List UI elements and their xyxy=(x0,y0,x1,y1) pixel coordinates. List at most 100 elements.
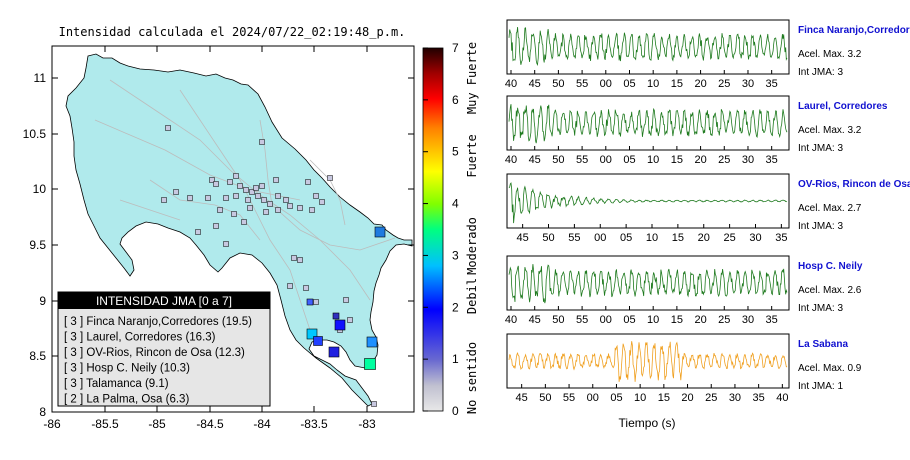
station-marker xyxy=(243,187,249,193)
legend-item: [ 3 ] Talamanca (9.1) xyxy=(64,378,169,390)
station-marker xyxy=(313,193,319,199)
waveform-tick-label: 20 xyxy=(694,314,706,326)
station-marker xyxy=(195,229,201,235)
waveform-panel: 45 50 55 00 05 10 15 20 25 30 35 40 La Sabana Acel. M… xyxy=(506,333,862,404)
station-marker xyxy=(187,195,193,201)
waveform-tick-label: 55 xyxy=(576,154,588,166)
waveform-trace xyxy=(508,104,788,144)
station-name: Hosp C. Neily xyxy=(798,261,863,272)
map-y-tick-label: 9.5 xyxy=(29,238,46,252)
waveform-tick-label: 55 xyxy=(568,232,580,244)
waveform-tick-label: 00 xyxy=(600,78,612,90)
station-marker xyxy=(371,401,377,407)
station-acel-max: Acel. Max. 3.2 xyxy=(798,49,862,60)
map-y-tick-label: 8.5 xyxy=(29,349,46,363)
map-y-tick-label: 8 xyxy=(39,405,46,419)
station-marker xyxy=(275,193,281,199)
waveform-tick-label: 55 xyxy=(563,392,575,404)
waveform-panel: 40 45 50 55 00 05 10 15 20 25 30 35 Finca Naranjo,Co… xyxy=(505,19,910,90)
station-acel-max: Acel. Max. 0.9 xyxy=(798,363,862,374)
station-marker xyxy=(259,139,265,145)
station-marker xyxy=(327,175,333,181)
waveform-tick-label: 50 xyxy=(539,392,551,404)
colorbar-labels: Muy Fuerte Fuerte Moderado Debil No sentido xyxy=(465,42,479,414)
waveform-tick-label: 05 xyxy=(623,154,635,166)
waveform-tick-label: 05 xyxy=(623,314,635,326)
waveform-tick-label: 20 xyxy=(698,232,710,244)
station-marker xyxy=(297,205,303,211)
waveform-tick-label: 15 xyxy=(658,392,670,404)
waveform-tick-label: 45 xyxy=(529,314,541,326)
waveform-tick-label: 00 xyxy=(600,154,612,166)
station-markers xyxy=(161,125,386,407)
waveform-tick-label: 20 xyxy=(694,154,706,166)
station-marker xyxy=(275,207,281,213)
waveform-tick-label: 05 xyxy=(620,232,632,244)
station-marker xyxy=(205,195,211,201)
station-acel-max: Acel. Max. 2.6 xyxy=(798,285,862,296)
station-marker xyxy=(309,207,315,213)
waveform-tick-label: 10 xyxy=(646,232,658,244)
colorbar-tick-label: 3 xyxy=(452,248,459,262)
colorbar-label: Debil xyxy=(465,278,479,314)
station-marker xyxy=(161,197,167,203)
waveform-tick-label: 50 xyxy=(552,314,564,326)
waveform-panel: 40 45 50 55 00 05 10 15 20 25 30 35 Laurel, Corredor… xyxy=(505,95,888,166)
waveform-tick-label: 20 xyxy=(694,78,706,90)
station-marker xyxy=(209,177,215,183)
station-marker xyxy=(287,283,293,289)
waveform-tick-label: 30 xyxy=(742,154,754,166)
station-marker xyxy=(213,181,219,187)
waveform-trace xyxy=(508,182,788,224)
station-marker xyxy=(305,179,311,185)
station-name: La Sabana xyxy=(798,339,848,350)
waveform-tick-label: 20 xyxy=(681,392,693,404)
waveform-tick-label: 45 xyxy=(516,392,528,404)
map-x-axis: -86 -85.5 -85 -84.5 -84 -83.5 -83 xyxy=(43,46,376,431)
waveform-tick-label: 45 xyxy=(529,78,541,90)
waveform-tick-label: 25 xyxy=(718,78,730,90)
waveform-tick-label: 45 xyxy=(529,154,541,166)
road-line xyxy=(119,199,181,221)
waveform-tick-label: 25 xyxy=(718,154,730,166)
waveform-tick-label: 45 xyxy=(517,232,529,244)
waveform-tick-label: 25 xyxy=(723,232,735,244)
colorbar-label: Fuerte xyxy=(465,134,479,177)
station-marker xyxy=(283,197,289,203)
colorbar-tick-label: 6 xyxy=(452,93,459,107)
station-marker xyxy=(343,297,349,303)
waveform-tick-label: 10 xyxy=(647,314,659,326)
waveform-tick-label: 35 xyxy=(766,314,778,326)
station-marker xyxy=(313,299,319,305)
waveform-tick-label: 40 xyxy=(776,392,788,404)
station-marker-high xyxy=(332,312,340,320)
map-x-tick-label: -83 xyxy=(358,417,376,431)
map-y-tick-label: 10.5 xyxy=(23,127,47,141)
waveform-tick-label: 50 xyxy=(552,154,564,166)
station-marker xyxy=(319,199,325,205)
station-acel-max: Acel. Max. 2.7 xyxy=(798,203,862,214)
legend-item: [ 3 ] Hosp C. Neily (10.3) xyxy=(64,363,190,375)
intensity-legend: INTENSIDAD JMA [0 a 7] [ 3 ] Finca Naran… xyxy=(57,291,271,407)
waveform-tick-label: 10 xyxy=(647,154,659,166)
waveform-tick-label: 10 xyxy=(634,392,646,404)
waveform-tick-label: 00 xyxy=(600,314,612,326)
station-int-jma: Int JMA: 3 xyxy=(798,303,843,314)
map-y-axis: 11 10.5 10 9.5 9 8.5 8 xyxy=(23,71,414,419)
waveform-tick-label: 15 xyxy=(672,232,684,244)
map-x-tick-label: -83.5 xyxy=(300,417,328,431)
waveform-tick-label: 55 xyxy=(576,78,588,90)
waveform-tick-label: 10 xyxy=(647,78,659,90)
station-marker xyxy=(213,223,219,229)
waveform-tick-label: 50 xyxy=(552,78,564,90)
waveform-tick-label: 35 xyxy=(753,392,765,404)
waveform-tick-label: 30 xyxy=(742,314,754,326)
road-line xyxy=(109,79,371,301)
map-y-tick-label: 11 xyxy=(34,71,47,85)
station-marker xyxy=(255,193,261,199)
legend-box xyxy=(57,291,271,407)
station-marker-high xyxy=(366,336,378,348)
waveform-tick-label: 30 xyxy=(742,78,754,90)
station-marker-high xyxy=(374,226,386,238)
